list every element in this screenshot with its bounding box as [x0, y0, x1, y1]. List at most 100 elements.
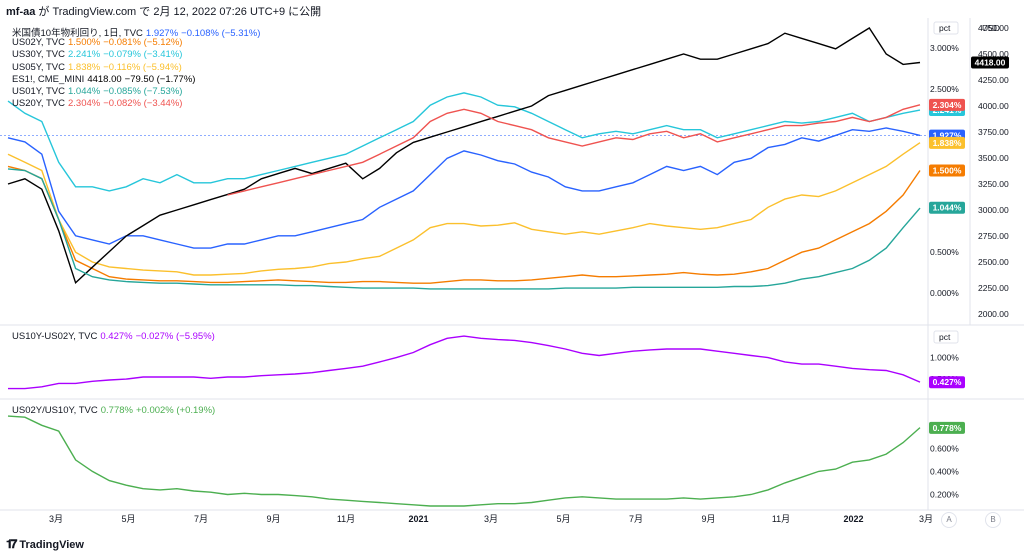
usd-tick: 2750.00 — [978, 231, 1009, 241]
series-es1-line — [7, 27, 921, 285]
usd-tick: 2500.00 — [978, 257, 1009, 267]
x-tick-label: 3月 — [919, 514, 933, 524]
legend-last-value: 2.304% — [67, 98, 101, 110]
auto-scale-button[interactable]: A — [941, 512, 957, 528]
series-10-line — [7, 127, 921, 249]
legend-row[interactable]: US10Y-US02Y, TVC 0.427% −0.027% (−5.95%) — [12, 331, 218, 342]
last-value-tag: 1.838% — [933, 138, 962, 148]
x-tick-label: 9月 — [701, 514, 715, 524]
legend-row[interactable]: ES1!, CME_MINI 4418.00 −79.50 (−1.77%) — [12, 74, 198, 85]
publish-info: が TradingView.com で 2月 12, 2022 07:26 UT… — [38, 6, 322, 18]
usd-tick: 3000.00 — [978, 205, 1009, 215]
spread2-tick: 0.600% — [930, 443, 959, 453]
series-us02y-line — [7, 165, 921, 284]
last-value-tag-bg — [929, 201, 965, 214]
series-us20y-line — [227, 104, 921, 196]
series-spread2-line — [7, 415, 921, 507]
pct-unit-box — [933, 330, 959, 344]
usd-tick: 2250.00 — [978, 283, 1009, 293]
legend-symbol: US05Y, TVC — [12, 61, 65, 73]
author-name[interactable]: mf-aa — [6, 6, 36, 18]
usd-tick: 4000.00 — [978, 101, 1009, 111]
series-us01y-line — [7, 168, 921, 290]
legend-last-value: 1.044% — [67, 86, 101, 97]
series-spread1-line — [8, 335, 921, 390]
legend-row[interactable]: 米国債10年物利回り, 1日, TVC 1.927% −0.108% (−5.31%… — [12, 25, 263, 39]
series-us30y-line — [7, 92, 921, 192]
last-value-tag-bg — [971, 56, 1009, 69]
legend-row[interactable]: US20Y, TVC 2.304% −0.082% (−3.44%) — [12, 98, 185, 109]
legend-change: −0.108% (−5.31%) — [181, 28, 261, 39]
last-value-tag-bg — [929, 376, 965, 389]
legend-change: −79.50 (−1.77%) — [124, 73, 196, 85]
publish-header: mf-aa が TradingView.com で 2月 12, 2022 07… — [6, 3, 321, 19]
pct-unit-box — [933, 21, 959, 35]
x-tick-label: 5月 — [556, 514, 570, 524]
legend-symbol: US02Y, TVC — [12, 37, 65, 49]
pct-tick: 2.500% — [930, 84, 959, 94]
legend-row[interactable]: US30Y, TVC 2.241% −0.079% (−3.41%) — [12, 49, 185, 60]
last-value-tag-bg — [929, 164, 965, 177]
legend-row[interactable]: US02Y/US10Y, TVC 0.778% +0.002% (+0.19%) — [12, 405, 218, 416]
last-value-tag-bg — [929, 136, 965, 149]
legend-symbol: US01Y, TVC — [12, 86, 65, 97]
legend-symbol: 米国債10年物利回り, 1日, TVC — [12, 28, 143, 39]
tradingview-logo[interactable]: 𝟏𝟕 TradingView — [6, 537, 84, 552]
last-value-tag: 0.778% — [933, 423, 962, 433]
usd-tick: 2000.00 — [978, 309, 1009, 319]
pct-unit-label: pct — [939, 332, 951, 342]
legend-last-value: 1.927% — [145, 28, 179, 39]
pct-unit-label: pct — [939, 23, 951, 33]
b-button[interactable]: B — [985, 512, 1001, 528]
legend-last-value: 2.241% — [67, 49, 101, 61]
legend-last-value: 1.838% — [67, 61, 101, 73]
x-tick-label: 7月 — [194, 514, 208, 524]
last-value-tag: 1.927% — [933, 131, 962, 141]
legend-last-value: 1.500% — [67, 37, 101, 49]
x-tick-label: 9月 — [266, 514, 280, 524]
last-value-tag: 1.044% — [933, 203, 962, 213]
usd-tick: 3500.00 — [978, 153, 1009, 163]
legend-row[interactable]: US02Y, TVC 1.500% −0.081% (−5.12%) — [12, 37, 185, 48]
usd-tick: 4500.00 — [978, 49, 1009, 59]
usd-tick: 3750.00 — [978, 127, 1009, 137]
last-value-tag: 1.500% — [933, 166, 962, 176]
x-tick-label: 3月 — [49, 514, 63, 524]
x-tick-label: 3月 — [484, 514, 498, 524]
spread1-tick: 1.000% — [930, 353, 959, 363]
x-tick-label: 2021 — [408, 514, 428, 524]
legend-row[interactable]: US05Y, TVC 1.838% −0.116% (−5.94%) — [12, 62, 185, 73]
legend-last-value: 4418.00 — [87, 73, 122, 85]
last-value-tag-bg — [929, 98, 965, 111]
usd-tick: 3250.00 — [978, 179, 1009, 189]
x-tick-label: 5月 — [121, 514, 135, 524]
pct-tick: 0.500% — [930, 247, 959, 257]
spread2-tick: 0.400% — [930, 466, 959, 476]
last-value-tag: 2.304% — [933, 100, 962, 110]
usd-tick: 4750.00 — [978, 23, 1009, 33]
legend-row[interactable]: US01Y, TVC 1.044% −0.085% (−7.53%) — [12, 86, 185, 97]
legend-change: −0.085% (−7.53%) — [103, 86, 183, 97]
pct-tick: 0.000% — [930, 288, 959, 298]
last-value-tag: 4418.00 — [975, 58, 1006, 68]
last-value-tag: 0.427% — [933, 377, 962, 387]
x-tick-label: 2022 — [843, 514, 863, 524]
legend-change: −0.027% (−5.95%) — [135, 331, 215, 342]
legend-change: −0.079% (−3.41%) — [103, 49, 183, 61]
usd-tick: 4250.00 — [978, 75, 1009, 85]
legend-symbol: US30Y, TVC — [12, 49, 65, 61]
legend-symbol: US02Y/US10Y, TVC — [12, 405, 98, 416]
legend-change: −0.081% (−5.12%) — [103, 37, 183, 49]
legend-symbol: ES1!, CME_MINI — [12, 73, 85, 85]
spread2-tick: 0.200% — [930, 489, 959, 499]
last-value-tag-bg — [929, 421, 965, 434]
legend-symbol: US20Y, TVC — [12, 98, 65, 110]
pct-tick: 3.000% — [930, 43, 959, 53]
legend-symbol: US10Y-US02Y, TVC — [12, 331, 98, 342]
series-us05y-line — [7, 142, 921, 276]
tv-logo-icon: 𝟏𝟕 — [6, 537, 17, 551]
x-tick-label: 11月 — [772, 514, 790, 524]
usd-unit-label: USD — [982, 23, 1000, 33]
legend-change: −0.116% (−5.94%) — [103, 61, 182, 73]
